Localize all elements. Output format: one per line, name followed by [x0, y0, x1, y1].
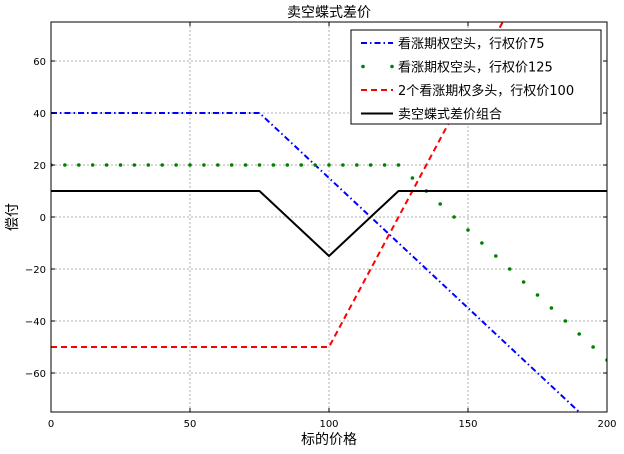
series-point — [507, 267, 512, 271]
series-point — [368, 163, 373, 167]
x-tick-label: 200 — [597, 419, 616, 430]
series-point — [63, 163, 67, 167]
y-tick-label: 20 — [33, 161, 46, 172]
legend-box — [350, 29, 602, 125]
x-tick-label: 100 — [319, 419, 338, 430]
series-point — [535, 293, 540, 297]
legend-label: 卖空蝶式差价组合 — [398, 108, 502, 123]
series-point — [452, 215, 456, 219]
series-point — [494, 254, 498, 258]
x-tick-label: 150 — [458, 419, 477, 430]
series-point — [118, 163, 123, 167]
series-point — [563, 319, 568, 323]
series-line — [51, 112, 581, 412]
chart-title: 卖空蝶式差价 — [287, 5, 371, 21]
series-point — [410, 176, 415, 180]
x-tick-label: 0 — [48, 419, 54, 430]
y-tick-label: 60 — [33, 57, 46, 68]
legend-label: 看涨期权空头，行权价75 — [398, 36, 545, 52]
y-tick-label: −40 — [25, 317, 46, 328]
x-tick-label: 50 — [184, 419, 197, 430]
series-point — [341, 163, 345, 167]
series-point — [396, 163, 401, 167]
series-point — [591, 345, 595, 349]
series-point — [90, 163, 95, 167]
series-point — [382, 163, 387, 167]
series-point — [257, 163, 262, 167]
series-point — [216, 163, 220, 167]
series-point — [229, 163, 234, 167]
legend-label: 2个看涨期权多头，行权价100 — [398, 83, 574, 99]
series-point — [77, 163, 81, 167]
series-point — [299, 163, 304, 167]
series-point — [549, 306, 554, 310]
legend-marker — [390, 64, 394, 69]
series-point — [521, 280, 526, 284]
series-line — [51, 190, 607, 258]
series-point — [327, 163, 331, 167]
legend-label: 看涨期权空头，行权价125 — [398, 60, 553, 76]
series-point — [243, 163, 248, 167]
series-point — [313, 163, 317, 167]
series-point — [104, 163, 109, 167]
series-point — [132, 163, 137, 167]
series-point — [438, 202, 443, 206]
series-point — [577, 332, 581, 336]
y-tick-label: 0 — [40, 213, 46, 224]
series-point — [355, 163, 359, 167]
y-axis-label: 偿付 — [5, 203, 21, 231]
series-point — [174, 163, 178, 167]
y-tick-label: −60 — [25, 369, 46, 380]
legend: 看涨期权空头，行权价75 看涨期权空头，行权价125 2个看涨期权多头，行权价100… — [350, 29, 602, 125]
series-point — [188, 163, 192, 167]
y-tick-label: 40 — [33, 109, 46, 120]
series-point — [202, 163, 206, 167]
x-axis-label: 标的价格 — [301, 432, 357, 448]
series-point — [146, 163, 151, 167]
y-tick-label: −20 — [25, 265, 46, 276]
series-point — [160, 163, 164, 167]
series-point — [466, 228, 470, 232]
series-point — [480, 241, 484, 245]
legend-marker — [361, 64, 365, 69]
series-point — [271, 163, 276, 167]
series-point — [285, 163, 290, 167]
